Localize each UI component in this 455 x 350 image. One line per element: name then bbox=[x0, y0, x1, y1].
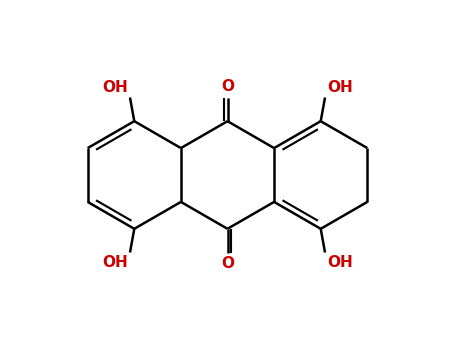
Text: O: O bbox=[221, 256, 234, 271]
Text: O: O bbox=[221, 79, 234, 94]
Text: OH: OH bbox=[327, 255, 353, 270]
Text: OH: OH bbox=[102, 80, 128, 95]
Text: OH: OH bbox=[102, 255, 128, 270]
Text: OH: OH bbox=[327, 80, 353, 95]
